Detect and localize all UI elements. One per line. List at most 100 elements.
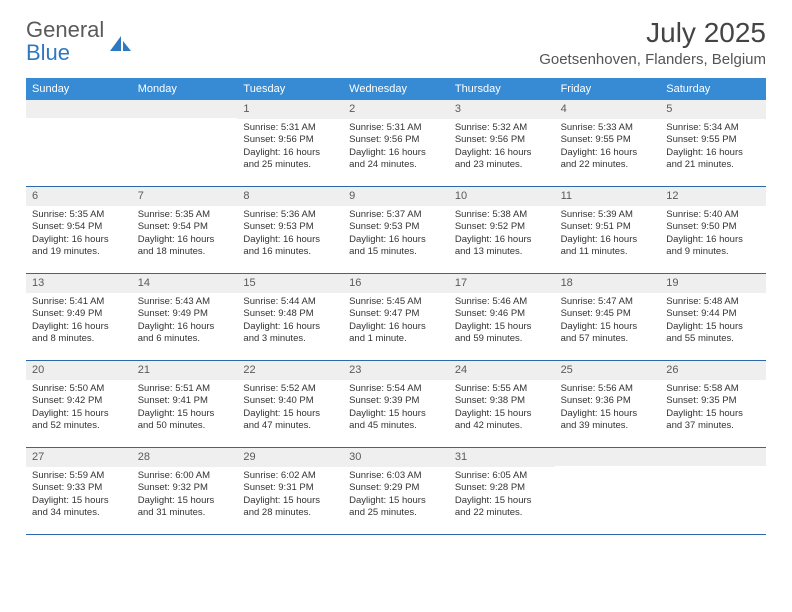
- day-details: Sunrise: 5:54 AMSunset: 9:39 PMDaylight:…: [343, 380, 449, 436]
- day-number: 1: [237, 100, 343, 119]
- day-details: Sunrise: 6:02 AMSunset: 9:31 PMDaylight:…: [237, 467, 343, 523]
- day-line-daylight1: Daylight: 15 hours: [455, 495, 549, 507]
- day-line-daylight2: and 22 minutes.: [561, 159, 655, 171]
- week-row: 20Sunrise: 5:50 AMSunset: 9:42 PMDayligh…: [26, 361, 766, 448]
- day-number: 20: [26, 361, 132, 380]
- day-line-daylight1: Daylight: 15 hours: [243, 408, 337, 420]
- week-row: 13Sunrise: 5:41 AMSunset: 9:49 PMDayligh…: [26, 274, 766, 361]
- day-line-daylight2: and 50 minutes.: [138, 420, 232, 432]
- day-line-sunset: Sunset: 9:36 PM: [561, 395, 655, 407]
- day-details: Sunrise: 5:50 AMSunset: 9:42 PMDaylight:…: [26, 380, 132, 436]
- day-line-sunrise: Sunrise: 5:51 AM: [138, 383, 232, 395]
- day-line-daylight2: and 8 minutes.: [32, 333, 126, 345]
- day-line-daylight2: and 25 minutes.: [243, 159, 337, 171]
- day-line-daylight2: and 47 minutes.: [243, 420, 337, 432]
- day-details: Sunrise: 5:46 AMSunset: 9:46 PMDaylight:…: [449, 293, 555, 349]
- day-cell: 15Sunrise: 5:44 AMSunset: 9:48 PMDayligh…: [237, 274, 343, 360]
- day-cell: 21Sunrise: 5:51 AMSunset: 9:41 PMDayligh…: [132, 361, 238, 447]
- day-line-daylight2: and 34 minutes.: [32, 507, 126, 519]
- weeks-container: 1Sunrise: 5:31 AMSunset: 9:56 PMDaylight…: [26, 100, 766, 535]
- day-line-daylight2: and 18 minutes.: [138, 246, 232, 258]
- day-line-daylight2: and 9 minutes.: [666, 246, 760, 258]
- day-line-sunrise: Sunrise: 5:52 AM: [243, 383, 337, 395]
- day-number: [26, 100, 132, 118]
- day-cell: [555, 448, 661, 534]
- day-line-sunset: Sunset: 9:52 PM: [455, 221, 549, 233]
- month-title: July 2025: [539, 18, 766, 49]
- day-line-sunrise: Sunrise: 6:00 AM: [138, 470, 232, 482]
- day-details: Sunrise: 5:35 AMSunset: 9:54 PMDaylight:…: [132, 206, 238, 262]
- day-line-daylight2: and 1 minute.: [349, 333, 443, 345]
- day-line-daylight1: Daylight: 15 hours: [349, 408, 443, 420]
- location: Goetsenhoven, Flanders, Belgium: [539, 51, 766, 68]
- day-line-daylight1: Daylight: 15 hours: [666, 321, 760, 333]
- day-line-sunrise: Sunrise: 6:02 AM: [243, 470, 337, 482]
- day-line-daylight2: and 16 minutes.: [243, 246, 337, 258]
- day-details: Sunrise: 5:31 AMSunset: 9:56 PMDaylight:…: [343, 119, 449, 175]
- day-line-sunset: Sunset: 9:48 PM: [243, 308, 337, 320]
- day-details: Sunrise: 6:03 AMSunset: 9:29 PMDaylight:…: [343, 467, 449, 523]
- day-line-daylight1: Daylight: 15 hours: [561, 321, 655, 333]
- day-number: 24: [449, 361, 555, 380]
- day-details: Sunrise: 5:37 AMSunset: 9:53 PMDaylight:…: [343, 206, 449, 262]
- day-details: Sunrise: 5:47 AMSunset: 9:45 PMDaylight:…: [555, 293, 661, 349]
- day-line-sunrise: Sunrise: 6:05 AM: [455, 470, 549, 482]
- day-cell: 25Sunrise: 5:56 AMSunset: 9:36 PMDayligh…: [555, 361, 661, 447]
- day-number: 21: [132, 361, 238, 380]
- day-line-sunset: Sunset: 9:31 PM: [243, 482, 337, 494]
- day-cell: 13Sunrise: 5:41 AMSunset: 9:49 PMDayligh…: [26, 274, 132, 360]
- day-line-daylight1: Daylight: 16 hours: [32, 321, 126, 333]
- day-line-sunrise: Sunrise: 5:35 AM: [138, 209, 232, 221]
- weekday-header: Monday: [132, 78, 238, 100]
- day-line-daylight1: Daylight: 16 hours: [349, 147, 443, 159]
- day-line-sunset: Sunset: 9:56 PM: [349, 134, 443, 146]
- day-cell: 9Sunrise: 5:37 AMSunset: 9:53 PMDaylight…: [343, 187, 449, 273]
- day-line-sunset: Sunset: 9:50 PM: [666, 221, 760, 233]
- day-line-sunrise: Sunrise: 5:44 AM: [243, 296, 337, 308]
- day-line-sunset: Sunset: 9:28 PM: [455, 482, 549, 494]
- day-cell: 27Sunrise: 5:59 AMSunset: 9:33 PMDayligh…: [26, 448, 132, 534]
- day-line-sunrise: Sunrise: 6:03 AM: [349, 470, 443, 482]
- day-line-sunrise: Sunrise: 5:55 AM: [455, 383, 549, 395]
- day-line-daylight2: and 37 minutes.: [666, 420, 760, 432]
- day-line-daylight1: Daylight: 16 hours: [243, 147, 337, 159]
- day-line-sunrise: Sunrise: 5:33 AM: [561, 122, 655, 134]
- day-details: Sunrise: 5:59 AMSunset: 9:33 PMDaylight:…: [26, 467, 132, 523]
- day-line-daylight2: and 6 minutes.: [138, 333, 232, 345]
- day-cell: 29Sunrise: 6:02 AMSunset: 9:31 PMDayligh…: [237, 448, 343, 534]
- day-line-daylight1: Daylight: 16 hours: [243, 321, 337, 333]
- day-details: Sunrise: 5:45 AMSunset: 9:47 PMDaylight:…: [343, 293, 449, 349]
- day-details: Sunrise: 6:00 AMSunset: 9:32 PMDaylight:…: [132, 467, 238, 523]
- day-line-sunrise: Sunrise: 5:41 AM: [32, 296, 126, 308]
- day-line-daylight2: and 3 minutes.: [243, 333, 337, 345]
- day-line-sunset: Sunset: 9:35 PM: [666, 395, 760, 407]
- day-number: 18: [555, 274, 661, 293]
- day-line-sunset: Sunset: 9:42 PM: [32, 395, 126, 407]
- day-line-daylight2: and 22 minutes.: [455, 507, 549, 519]
- day-line-sunrise: Sunrise: 5:47 AM: [561, 296, 655, 308]
- weekday-header: Friday: [555, 78, 661, 100]
- day-cell: 17Sunrise: 5:46 AMSunset: 9:46 PMDayligh…: [449, 274, 555, 360]
- day-line-daylight2: and 21 minutes.: [666, 159, 760, 171]
- day-line-daylight1: Daylight: 16 hours: [32, 234, 126, 246]
- day-cell: 19Sunrise: 5:48 AMSunset: 9:44 PMDayligh…: [660, 274, 766, 360]
- day-line-sunrise: Sunrise: 5:48 AM: [666, 296, 760, 308]
- sail-icon: [108, 33, 132, 53]
- day-line-daylight1: Daylight: 15 hours: [243, 495, 337, 507]
- brand-name-top: General: [26, 18, 104, 41]
- day-cell: 23Sunrise: 5:54 AMSunset: 9:39 PMDayligh…: [343, 361, 449, 447]
- day-details: Sunrise: 5:41 AMSunset: 9:49 PMDaylight:…: [26, 293, 132, 349]
- day-cell: [132, 100, 238, 186]
- weekday-header: Thursday: [449, 78, 555, 100]
- day-number: 16: [343, 274, 449, 293]
- day-line-sunset: Sunset: 9:55 PM: [561, 134, 655, 146]
- day-number: 13: [26, 274, 132, 293]
- day-line-sunrise: Sunrise: 5:39 AM: [561, 209, 655, 221]
- day-line-daylight2: and 45 minutes.: [349, 420, 443, 432]
- day-cell: 1Sunrise: 5:31 AMSunset: 9:56 PMDaylight…: [237, 100, 343, 186]
- day-cell: 18Sunrise: 5:47 AMSunset: 9:45 PMDayligh…: [555, 274, 661, 360]
- day-number: 27: [26, 448, 132, 467]
- day-line-sunset: Sunset: 9:32 PM: [138, 482, 232, 494]
- day-cell: [26, 100, 132, 186]
- day-line-daylight2: and 39 minutes.: [561, 420, 655, 432]
